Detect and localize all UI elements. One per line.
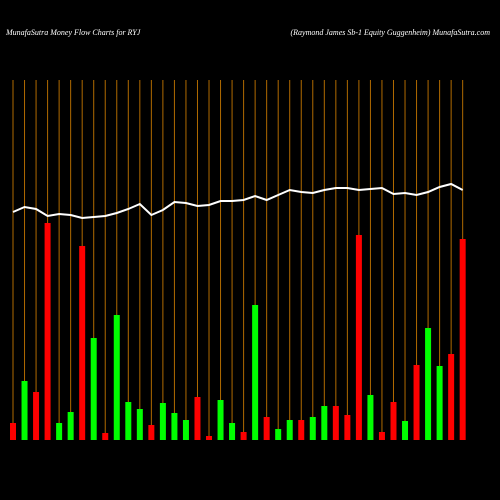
bar xyxy=(67,412,74,440)
bar xyxy=(159,403,166,440)
bar xyxy=(448,354,455,440)
bar xyxy=(33,392,40,440)
bar xyxy=(344,415,351,440)
bar xyxy=(194,397,201,440)
bar xyxy=(378,432,385,440)
bar xyxy=(390,402,397,440)
bar xyxy=(436,366,443,440)
chart-subtitle: (Raymond James Sb-1 Equity Guggenheim) M… xyxy=(290,28,490,37)
bar xyxy=(90,338,97,440)
bar xyxy=(148,425,155,440)
bar xyxy=(309,417,316,440)
bar xyxy=(332,406,339,440)
bar xyxy=(252,305,259,440)
bar xyxy=(44,223,51,440)
bar xyxy=(263,417,270,440)
bar xyxy=(171,413,178,440)
bar xyxy=(206,436,213,440)
bar xyxy=(413,365,420,440)
line xyxy=(12,182,464,220)
bar xyxy=(79,246,86,440)
bar xyxy=(402,421,409,440)
bar xyxy=(275,429,282,440)
bar xyxy=(136,409,143,440)
bar xyxy=(10,423,16,440)
bar xyxy=(229,423,236,440)
bar xyxy=(355,235,362,440)
bar xyxy=(367,395,374,440)
bar xyxy=(321,406,328,440)
bar xyxy=(21,381,28,440)
bar xyxy=(113,315,120,440)
bar xyxy=(182,420,189,440)
bar xyxy=(102,433,109,440)
bar xyxy=(56,423,63,440)
bar xyxy=(425,328,432,440)
bar xyxy=(298,420,305,440)
bar xyxy=(125,402,132,440)
bar xyxy=(217,400,224,440)
bar xyxy=(240,432,247,440)
bar xyxy=(286,420,293,440)
bar xyxy=(459,239,466,440)
chart-title: MunafaSutra Money Flow Charts for RYJ xyxy=(5,28,141,37)
